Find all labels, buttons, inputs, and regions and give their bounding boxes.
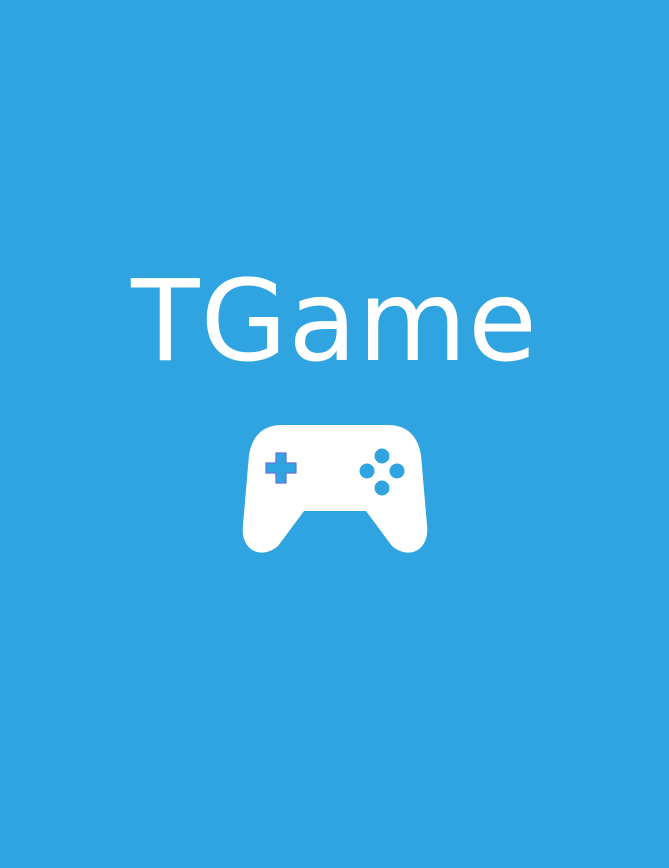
gamepad-icon [242,425,428,553]
action-button-bottom [374,480,390,496]
app-title: TGame [131,257,538,387]
action-button-left [359,463,375,479]
action-button-top [374,448,390,464]
gamepad-body [242,425,428,553]
action-button-right [389,463,405,479]
dpad-icon [265,452,297,484]
